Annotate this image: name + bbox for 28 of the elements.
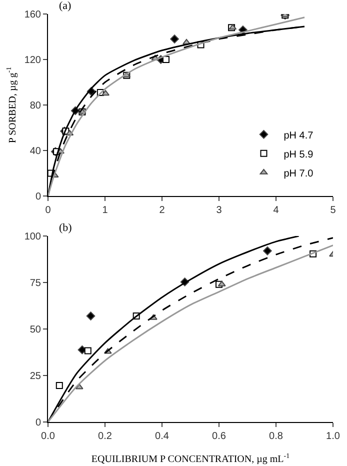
- x-tick-label: 2: [159, 205, 166, 216]
- x-tick-label: 3: [216, 205, 222, 216]
- y-tick-label: 0: [35, 192, 42, 202]
- y-tick-label: 100: [24, 232, 42, 242]
- x-tick-label: 1.0: [326, 431, 340, 442]
- chart-title: (a): [59, 0, 72, 12]
- y-tick-label: 50: [30, 324, 42, 336]
- legend-label: pH 4.7: [284, 130, 314, 142]
- x-tick-label: 0.0: [41, 431, 56, 442]
- y-tick-label: 25: [30, 371, 42, 382]
- x-tick-label: 0: [45, 205, 52, 216]
- y-tick-label: 0: [35, 418, 42, 428]
- y-tick-label: 80: [30, 100, 42, 112]
- legend-label: pH 7.0: [284, 168, 314, 180]
- x-tick-label: 0.4: [155, 431, 170, 442]
- chart-title: (b): [59, 222, 72, 234]
- x-tick-label: 5: [330, 205, 336, 216]
- y-tick-label: 75: [30, 278, 42, 289]
- x-tick-label: 4: [273, 205, 280, 216]
- y-tick-label: 120: [24, 55, 42, 66]
- x-tick-label: 0.8: [269, 431, 284, 442]
- y-tick-label: 160: [24, 10, 42, 20]
- x-tick-label: 1: [102, 205, 108, 216]
- y-tick-label: 40: [30, 146, 42, 157]
- x-tick-label: 0.6: [212, 431, 226, 442]
- x-tick-label: 0.2: [98, 431, 112, 442]
- legend-label: pH 5.9: [284, 149, 314, 160]
- x-axis-title: EQUILIBRIUM P CONCENTRATION, µg mL$^{-1}$: [91, 452, 290, 465]
